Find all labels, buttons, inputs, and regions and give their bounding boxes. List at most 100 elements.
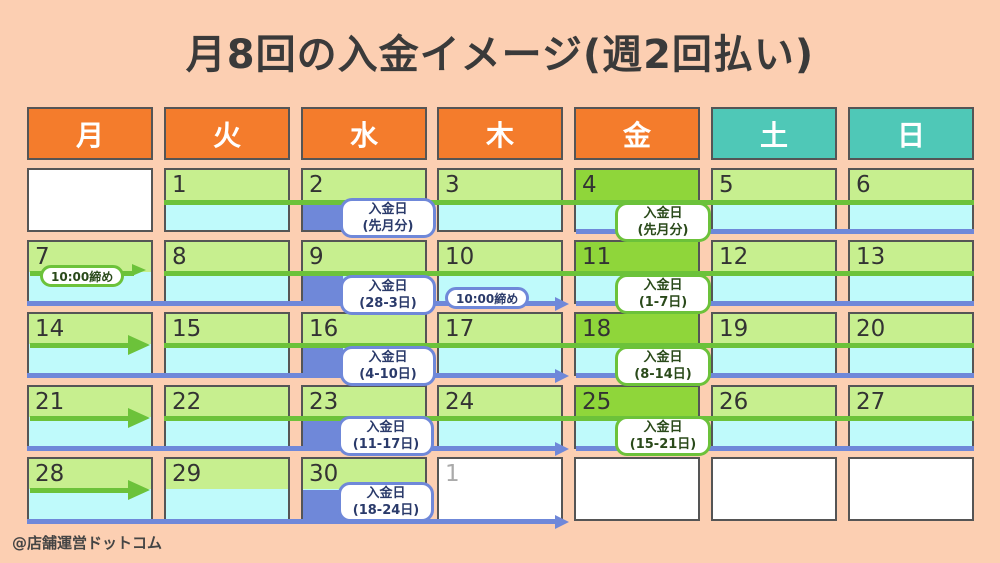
period-line-blue bbox=[27, 373, 557, 378]
day-number: 26 bbox=[719, 389, 749, 415]
payment-badge-period: (15-21日) bbox=[629, 437, 697, 452]
payment-day-marker bbox=[303, 273, 343, 302]
payment-day-marker bbox=[303, 201, 343, 230]
day-number: 20 bbox=[856, 316, 886, 342]
cutoff-label-green: 10:00締め bbox=[40, 265, 125, 287]
period-line-blue bbox=[27, 446, 557, 451]
day-number: 13 bbox=[856, 244, 886, 270]
payment-badge-title: 入金日 bbox=[368, 279, 408, 294]
payment-badge-title: 入金日 bbox=[643, 420, 683, 435]
day-number: 15 bbox=[172, 316, 202, 342]
day-cell-next-month: 1 bbox=[437, 457, 563, 521]
payment-badge-title: 入金日 bbox=[643, 350, 683, 365]
day-number: 21 bbox=[35, 389, 65, 415]
page-title: 月8回の入金イメージ(週2回払い) bbox=[185, 32, 815, 78]
day-number: 14 bbox=[35, 316, 65, 342]
arrow-head-blue bbox=[555, 369, 569, 383]
day-number: 22 bbox=[172, 389, 202, 415]
period-line-blue bbox=[27, 301, 557, 306]
payment-badge-wed: 入金日 (4-10日) bbox=[340, 346, 436, 386]
payment-badge-fri: 入金日 (先月分) bbox=[615, 202, 711, 242]
day-number: 3 bbox=[445, 172, 460, 198]
header-fri: 金 bbox=[574, 107, 700, 160]
payment-badge-title: 入金日 bbox=[366, 420, 406, 435]
day-number: 9 bbox=[309, 244, 324, 270]
day-cell-empty bbox=[574, 457, 700, 521]
day-number: 16 bbox=[309, 316, 339, 342]
payment-badge-period: (8-14日) bbox=[634, 367, 692, 382]
payment-badge-fri: 入金日 (8-14日) bbox=[615, 346, 711, 386]
day-number: 2 bbox=[309, 172, 324, 198]
day-number: 6 bbox=[856, 172, 871, 198]
day-number: 8 bbox=[172, 244, 187, 270]
header-mon: 月 bbox=[27, 107, 153, 160]
payment-badge-period: (4-10日) bbox=[359, 367, 417, 382]
period-line-green bbox=[30, 488, 134, 493]
footer-credit: @店舗運営ドットコム bbox=[12, 534, 163, 552]
arrow-head-green bbox=[132, 264, 146, 276]
arrow-head-green bbox=[128, 480, 150, 500]
day-number: 18 bbox=[582, 316, 612, 342]
payment-badge-period: (11-17日) bbox=[352, 437, 420, 452]
day-number: 17 bbox=[445, 316, 475, 342]
cutoff-label-blue: 10:00締め bbox=[445, 287, 530, 309]
payment-day-marker bbox=[303, 345, 343, 374]
period-line-green bbox=[164, 416, 974, 421]
payment-badge-period: (1-7日) bbox=[638, 295, 688, 310]
period-line-green bbox=[164, 200, 974, 205]
day-number: 1 bbox=[172, 172, 187, 198]
payment-badge-title: 入金日 bbox=[643, 206, 683, 221]
day-number: 29 bbox=[172, 461, 202, 487]
period-line-blue bbox=[576, 229, 974, 234]
arrow-head-blue bbox=[555, 442, 569, 456]
payment-badge-fri: 入金日 (1-7日) bbox=[615, 274, 711, 314]
day-number: 24 bbox=[445, 389, 475, 415]
day-number: 4 bbox=[582, 172, 597, 198]
arrow-head-blue bbox=[555, 515, 569, 529]
day-number: 28 bbox=[35, 461, 65, 487]
period-line-blue bbox=[27, 519, 557, 524]
day-number: 10 bbox=[445, 244, 475, 270]
payment-badge-title: 入金日 bbox=[366, 486, 406, 501]
day-number: 30 bbox=[309, 461, 339, 487]
day-number: 5 bbox=[719, 172, 734, 198]
payment-badge-wed: 入金日 (先月分) bbox=[340, 198, 436, 238]
header-sun: 日 bbox=[848, 107, 974, 160]
payment-badge-wed: 入金日 (18-24日) bbox=[338, 482, 434, 522]
arrow-head-green bbox=[128, 408, 150, 428]
day-number: 19 bbox=[719, 316, 749, 342]
period-line-blue bbox=[576, 373, 974, 378]
day-cell-empty bbox=[27, 168, 153, 232]
payment-day-marker bbox=[303, 490, 343, 519]
period-line-green bbox=[164, 343, 974, 348]
day-cell-empty bbox=[848, 457, 974, 521]
payment-badge-period: (先月分) bbox=[362, 219, 414, 234]
day-number: 23 bbox=[309, 389, 339, 415]
day-cell-empty bbox=[711, 457, 837, 521]
payment-badge-wed: 入金日 (11-17日) bbox=[338, 416, 434, 456]
payment-badge-period: (先月分) bbox=[637, 223, 689, 238]
payment-badge-period: (28-3日) bbox=[359, 296, 417, 311]
day-number: 1 bbox=[445, 461, 460, 487]
day-number: 11 bbox=[582, 244, 612, 270]
period-line-blue bbox=[576, 301, 974, 306]
period-line-green bbox=[30, 416, 134, 421]
arrow-head-blue bbox=[555, 297, 569, 311]
payment-badge-period: (18-24日) bbox=[352, 503, 420, 518]
payment-badge-title: 入金日 bbox=[368, 202, 408, 217]
header-sat: 土 bbox=[711, 107, 837, 160]
day-number: 7 bbox=[35, 244, 50, 270]
day-number: 27 bbox=[856, 389, 886, 415]
header-thu: 木 bbox=[437, 107, 563, 160]
day-number: 25 bbox=[582, 389, 612, 415]
arrow-head-green bbox=[128, 335, 150, 355]
payment-badge-fri: 入金日 (15-21日) bbox=[615, 416, 711, 456]
payment-badge-title: 入金日 bbox=[643, 278, 683, 293]
payment-badge-title: 入金日 bbox=[368, 350, 408, 365]
payment-badge-wed: 入金日 (28-3日) bbox=[340, 275, 436, 315]
header-wed: 水 bbox=[301, 107, 427, 160]
day-cell: 29 bbox=[164, 457, 290, 521]
period-line-green bbox=[30, 343, 134, 348]
payment-day-marker bbox=[303, 418, 343, 447]
period-line-blue bbox=[576, 446, 974, 451]
